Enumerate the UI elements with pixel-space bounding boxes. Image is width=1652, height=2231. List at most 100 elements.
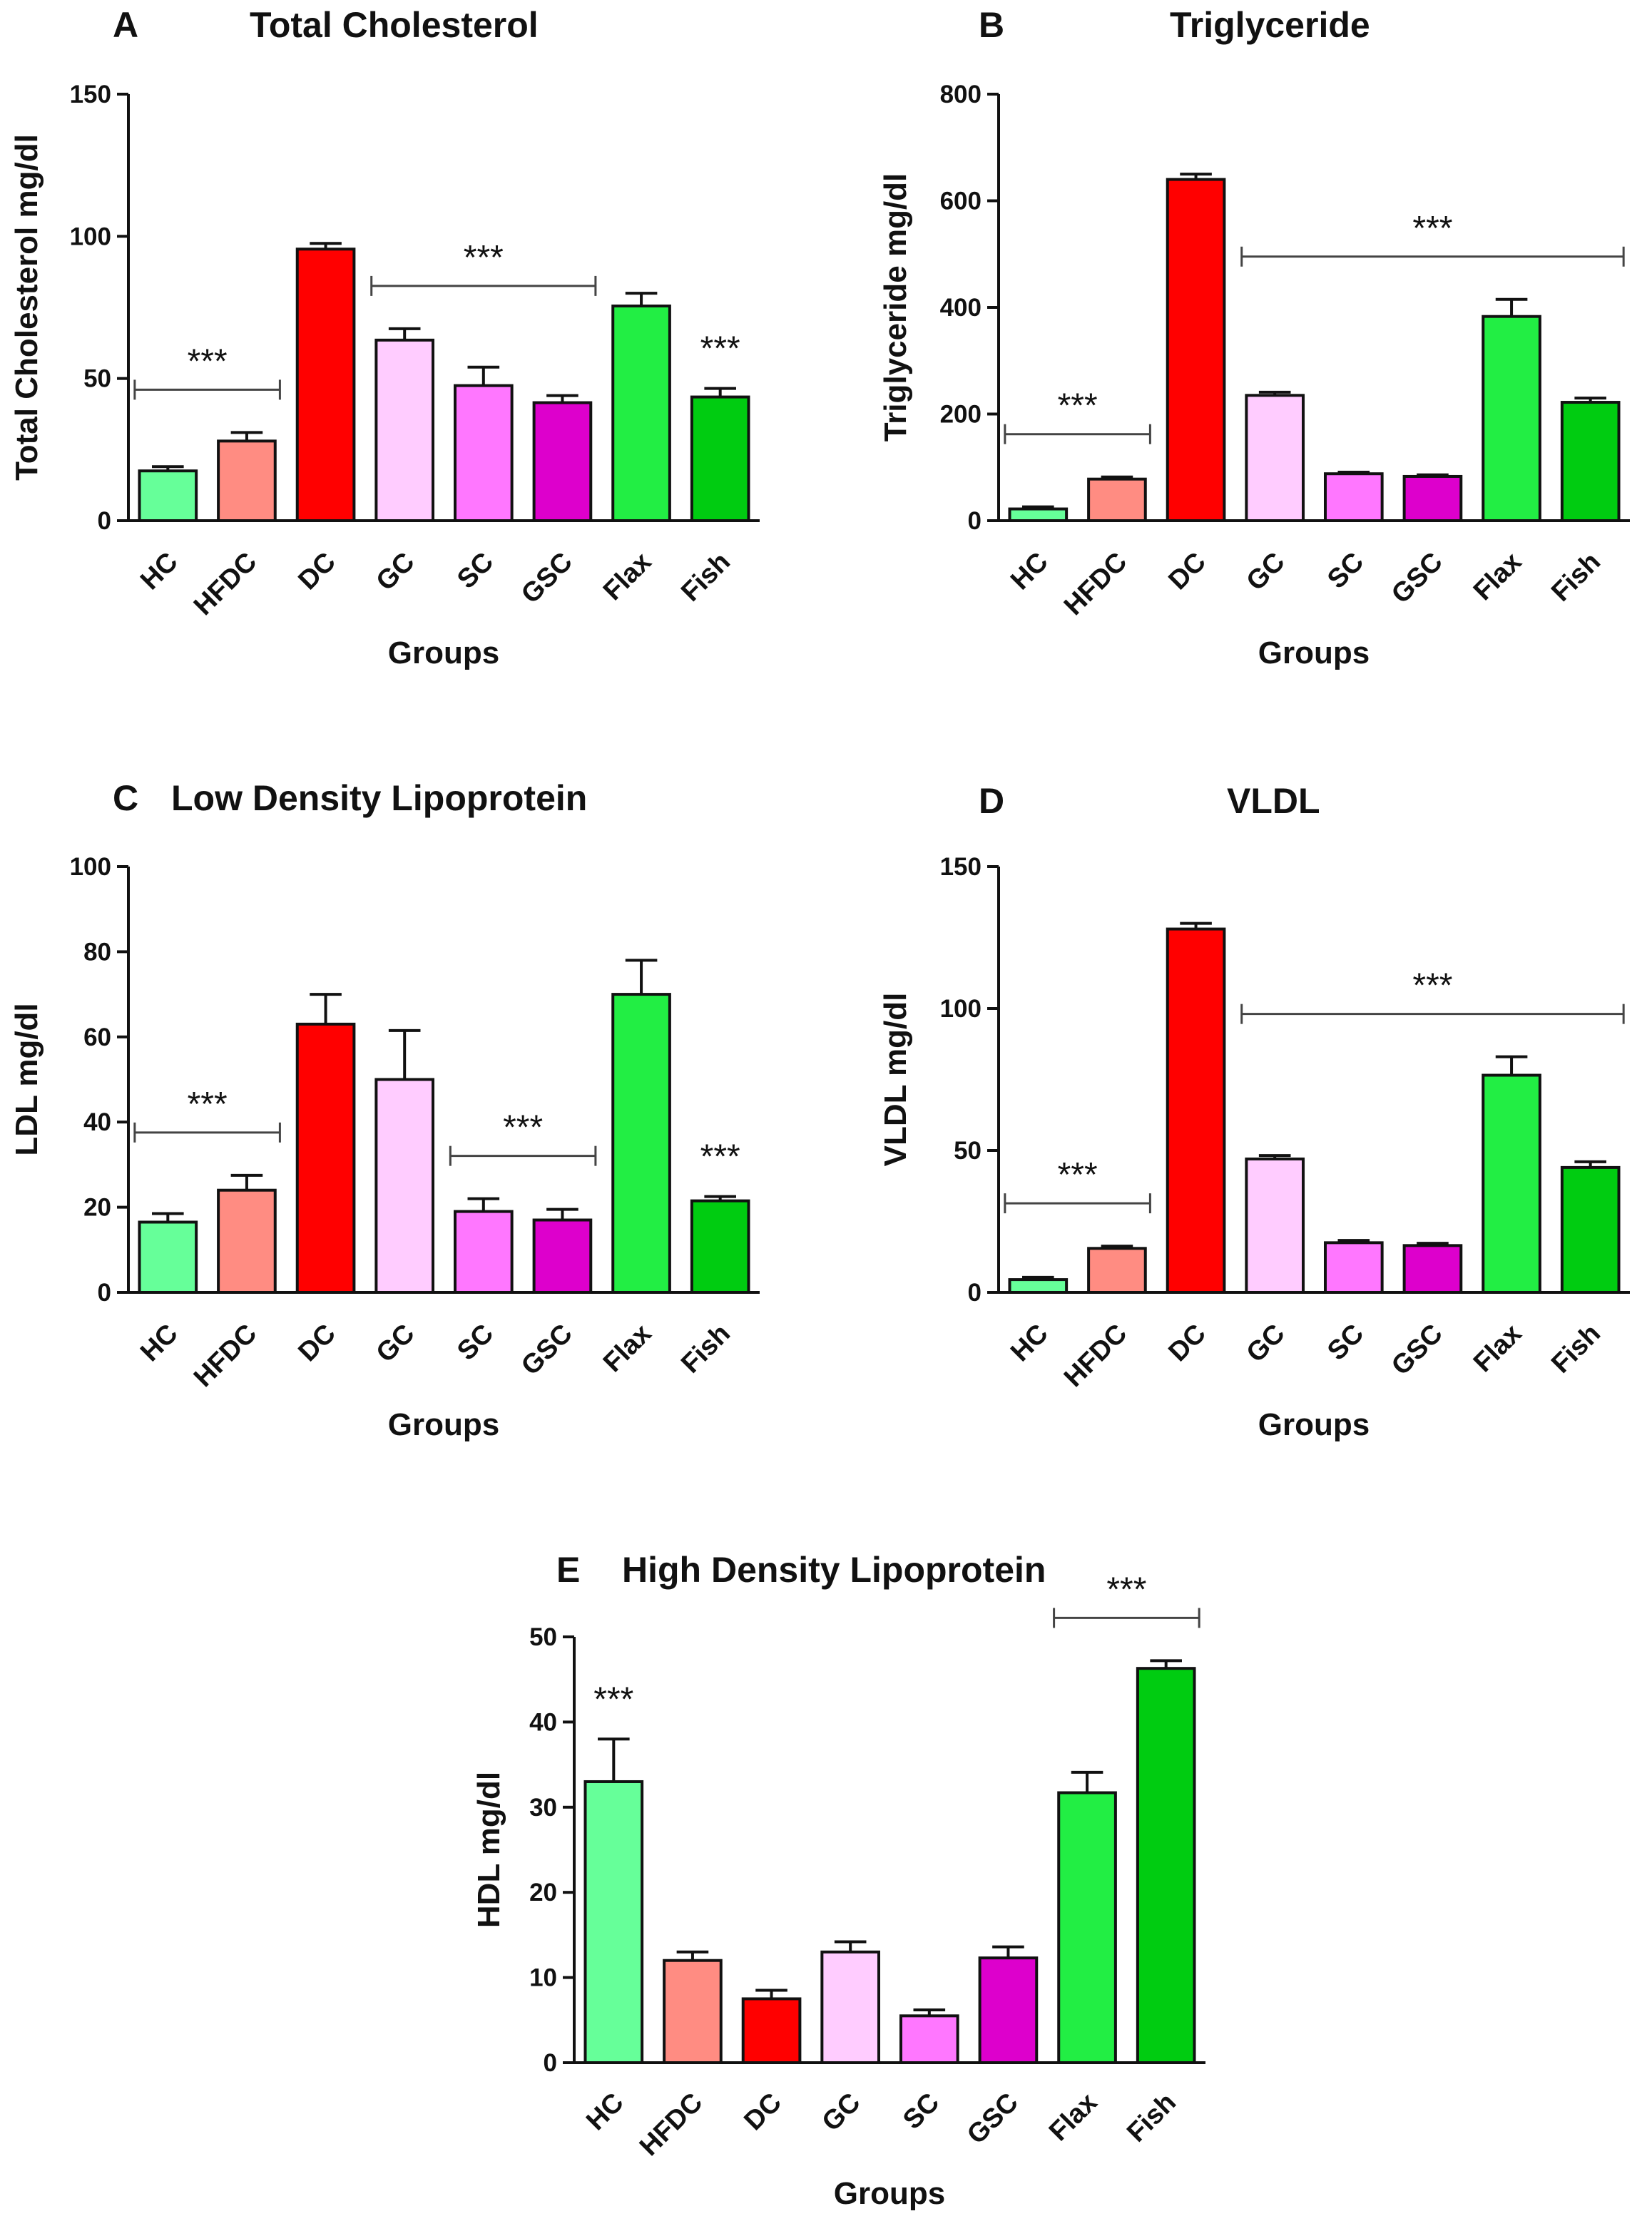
x-tick-label: GC (1241, 1319, 1291, 1369)
chart-panel-b: B Triglyceride 0 200 400 600 800 HC HFDC DC GC SC GS… (878, 5, 1630, 670)
x-tick-label: Flax (598, 1319, 657, 1378)
chart-title: Triglyceride (1170, 5, 1370, 45)
bar-hc (138, 469, 198, 523)
y-tick-label: 100 (70, 853, 111, 881)
panel-letter: D (979, 781, 1004, 821)
x-tick-label: DC (1163, 547, 1212, 596)
x-tick-label: Fish (1546, 1319, 1606, 1379)
x-tick-label: Fish (1121, 2088, 1182, 2148)
bar-gc (1245, 394, 1305, 523)
significance-stars: *** (503, 1109, 543, 1147)
x-tick-label: GC (371, 1319, 421, 1369)
bar-sc (1323, 1241, 1384, 1294)
x-tick-label: GC (1241, 547, 1291, 597)
y-tick-label: 20 (83, 1194, 111, 1222)
x-axis-title: Groups (1258, 635, 1370, 670)
significance-stars: *** (188, 342, 228, 380)
bar-gc (1245, 1157, 1305, 1294)
significance-stars: *** (1106, 1571, 1146, 1608)
bar-gc (374, 338, 435, 523)
y-tick-label: 0 (98, 1279, 111, 1307)
y-tick-label: 400 (940, 294, 981, 322)
y-tick-label: 800 (940, 81, 981, 108)
panel-letter: C (113, 778, 138, 818)
bar-fish (690, 395, 750, 523)
bar-flax (1482, 315, 1541, 522)
bar-hfdc (217, 1188, 277, 1294)
x-tick-label: SC (1322, 547, 1370, 595)
x-tick-label: DC (292, 1319, 342, 1368)
y-tick-label: 0 (544, 2049, 557, 2077)
y-tick-label: 80 (83, 938, 111, 966)
bar-hc (583, 1780, 644, 2064)
x-axis-title: Groups (834, 2176, 945, 2211)
significance-stars: *** (1412, 967, 1452, 1005)
bar-flax (611, 305, 671, 522)
bar-fish (690, 1199, 750, 1295)
y-tick-label: 50 (954, 1137, 981, 1165)
chart-panel-d: D VLDL 0 50 100 150 HC HFDC DC GC SC GSC Flax Fish Gro… (878, 781, 1630, 1442)
bar-dc (295, 1022, 356, 1294)
bar-hc (1008, 1278, 1069, 1294)
bar-dc (741, 1997, 802, 2064)
x-tick-label: SC (452, 1319, 499, 1367)
bar-flax (1482, 1073, 1541, 1295)
significance-stars: *** (1058, 1156, 1098, 1194)
bar-fish (1560, 1165, 1621, 1294)
y-axis-title: Total Cholesterol mg/dl (9, 134, 44, 481)
chart-panel-e: E High Density Lipoprotein 0 10 20 30 40 50 HC HF… (471, 1550, 1205, 2211)
bar-fish (1560, 401, 1621, 522)
bar-flax (1057, 1791, 1117, 2064)
y-tick-label: 20 (529, 1879, 557, 1906)
bar-gsc (1402, 474, 1463, 523)
chart-title: High Density Lipoprotein (622, 1550, 1046, 1590)
x-tick-label: Fish (1546, 547, 1606, 608)
x-tick-label: Flax (1468, 1319, 1527, 1378)
chart-panel-c: C Low Density Lipoprotein 0 20 40 60 80 100 HC HF… (9, 778, 760, 1442)
x-tick-label: Flax (598, 547, 657, 606)
bar-dc (295, 247, 356, 522)
bar-gc (820, 1950, 881, 2065)
bar-gsc (532, 1218, 593, 1295)
significance-stars: *** (188, 1086, 228, 1123)
bar-sc (453, 384, 514, 523)
bar-sc (453, 1210, 514, 1294)
x-tick-label: HFDC (188, 1319, 262, 1393)
x-tick-label: HFDC (1059, 1319, 1133, 1393)
x-tick-label: DC (292, 547, 342, 596)
y-axis-title: LDL mg/dl (9, 1003, 44, 1155)
y-tick-label: 600 (940, 188, 981, 215)
y-tick-label: 0 (98, 507, 111, 535)
chart-title: Total Cholesterol (250, 5, 539, 45)
y-tick-label: 50 (529, 1623, 557, 1651)
x-tick-label: Fish (675, 1319, 736, 1379)
y-tick-label: 0 (968, 1279, 981, 1307)
x-tick-label: HC (135, 547, 184, 596)
significance-stars: *** (593, 1680, 633, 1718)
x-tick-label: SC (897, 2088, 945, 2135)
x-axis-title: Groups (388, 1407, 499, 1442)
x-tick-label: DC (738, 2088, 787, 2137)
chart-title: VLDL (1227, 781, 1320, 821)
y-tick-label: 0 (968, 507, 981, 535)
bar-sc (899, 2014, 959, 2065)
bar-hfdc (1087, 477, 1147, 523)
panel-letter: E (556, 1550, 580, 1590)
chart-title: Low Density Lipoprotein (171, 778, 587, 818)
y-axis-title: HDL mg/dl (471, 1772, 506, 1928)
y-tick-label: 150 (940, 853, 981, 881)
x-tick-label: GSC (1386, 1319, 1449, 1382)
significance-stars: *** (700, 1138, 740, 1176)
significance-stars: *** (1412, 210, 1452, 247)
panel-letter: B (979, 5, 1004, 45)
y-tick-label: 100 (940, 995, 981, 1023)
y-axis-title: Triglyceride mg/dl (878, 173, 913, 442)
bar-dc (1166, 178, 1226, 522)
y-axis-title: VLDL mg/dl (878, 993, 913, 1167)
x-tick-label: HC (1005, 547, 1054, 596)
x-tick-label: GC (371, 547, 421, 597)
bar-fish (1136, 1667, 1196, 2064)
bar-gsc (1402, 1244, 1463, 1294)
y-tick-label: 50 (83, 365, 111, 393)
bar-flax (611, 993, 671, 1294)
